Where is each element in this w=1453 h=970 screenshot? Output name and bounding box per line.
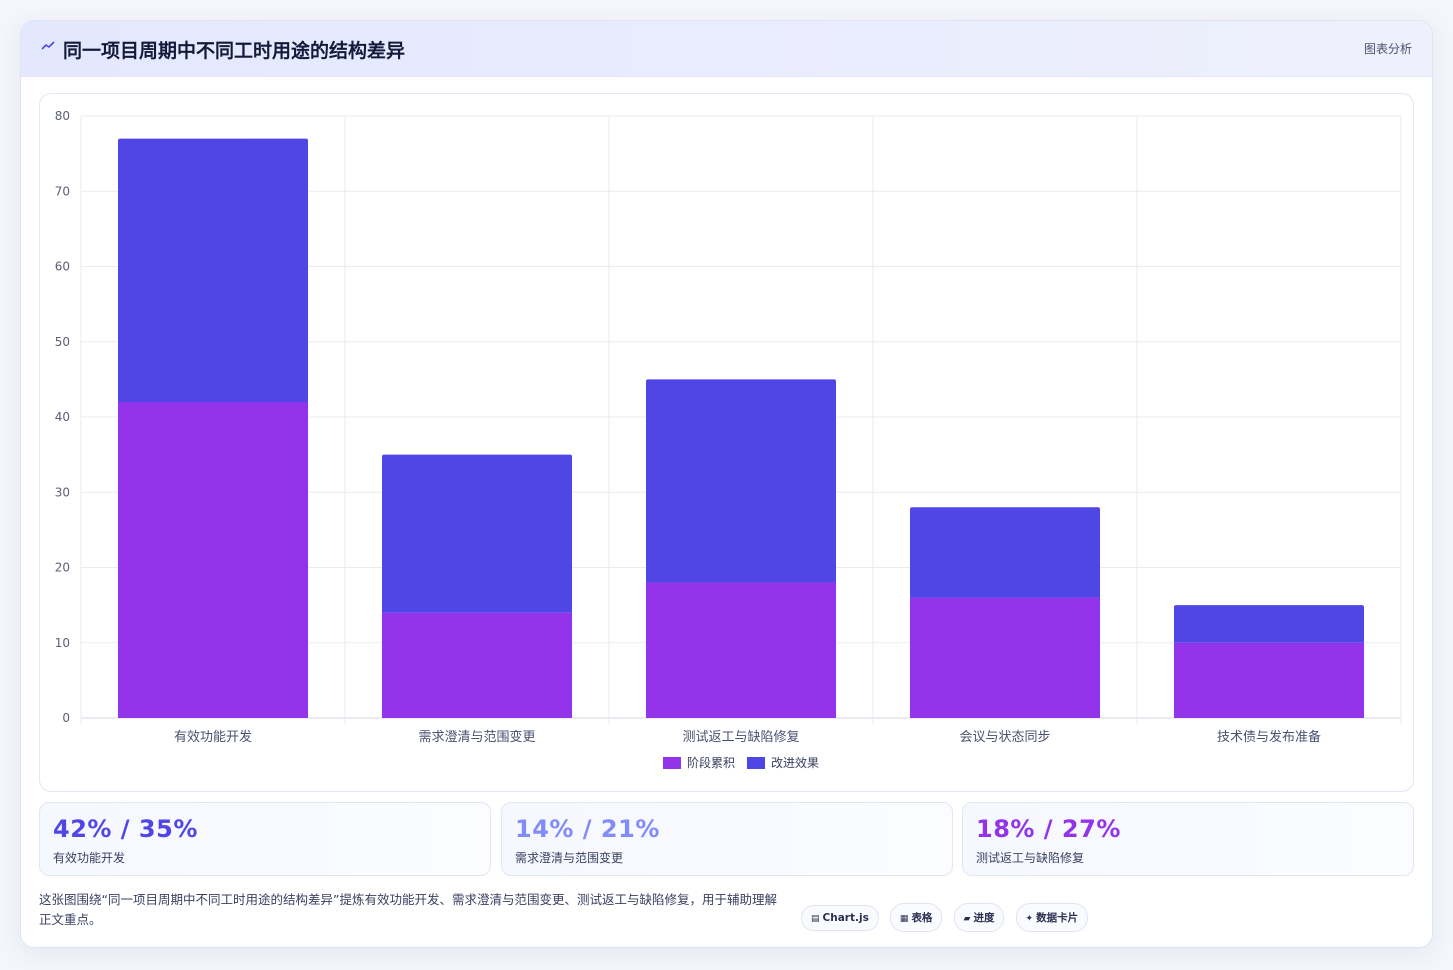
chip-label: 进度 xyxy=(973,912,995,924)
legend-swatch xyxy=(747,757,765,769)
y-tick-label: 60 xyxy=(55,260,70,274)
card-header: 同一项目周期中不同工时用途的结构差异 图表分析 xyxy=(21,21,1432,77)
legend-label: 改进效果 xyxy=(771,755,819,770)
bar-segment xyxy=(118,401,308,718)
y-tick-label: 10 xyxy=(55,636,70,650)
stacked-bar-chart: 0 10 20 30 40 50 60 70 80 有效功能开发 需求澄清与范围变更 测试返工与缺陷修… xyxy=(55,109,1402,770)
chart-description: 这张图围绕“同一项目周期中不同工时用途的结构差异”提炼有效功能开发、需求澄清与范… xyxy=(39,892,777,927)
y-tick-label: 80 xyxy=(55,109,70,123)
chart-analysis-label: 图表分析 xyxy=(1363,42,1412,56)
chip-progress[interactable]: ▰ 进度 xyxy=(953,903,1005,932)
sparkle-icon: ✦ xyxy=(1025,914,1034,924)
x-tick-label: 需求澄清与范围变更 xyxy=(418,729,535,745)
x-tick-label: 技术债与发布准备 xyxy=(1217,729,1321,745)
y-tick-label: 40 xyxy=(55,410,70,424)
table-icon: ▦ xyxy=(899,914,909,924)
stat-card: 18% / 27% 测试返工与缺陷修复 xyxy=(962,802,1414,876)
bar-segment xyxy=(118,138,308,402)
chip-label: 数据卡片 xyxy=(1036,912,1079,924)
stat-card: 42% / 35% 有效功能开发 xyxy=(39,802,491,876)
y-tick-label: 50 xyxy=(55,335,70,349)
x-tick-label: 会议与状态同步 xyxy=(959,730,1050,745)
x-tick-label: 有效功能开发 xyxy=(174,729,252,745)
y-tick-label: 30 xyxy=(55,485,70,499)
stat-value: 42% / 35% xyxy=(53,815,198,843)
stat-card: 14% / 21% 需求澄清与范围变更 xyxy=(501,802,953,876)
page-title: 同一项目周期中不同工时用途的结构差异 xyxy=(63,40,406,62)
chip-label: Chart.js xyxy=(822,912,869,924)
y-tick-label: 0 xyxy=(62,711,70,725)
bar-segment xyxy=(382,454,572,613)
stat-value: 18% / 27% xyxy=(976,815,1121,843)
chip-table[interactable]: ▦ 表格 xyxy=(889,903,943,932)
chip-label: 表格 xyxy=(911,912,933,924)
bar-segment xyxy=(910,507,1100,598)
x-tick-label: 测试返工与缺陷修复 xyxy=(682,730,799,745)
y-tick-label: 20 xyxy=(55,561,70,575)
bar-segment xyxy=(646,379,836,583)
chart-card: 同一项目周期中不同工时用途的结构差异 图表分析 0 10 20 30 40 50 60 70 8… xyxy=(20,20,1433,948)
bar-segment xyxy=(382,612,572,718)
chart-line-icon xyxy=(41,41,55,50)
stat-label: 需求澄清与范围变更 xyxy=(515,851,624,865)
y-tick-label: 70 xyxy=(55,184,70,198)
chart-panel: 0 10 20 30 40 50 60 70 80 有效功能开发 需求澄清与范围变更 测试返工与缺陷修… xyxy=(39,93,1414,792)
tag-chips: ▤ Chart.js ▦ 表格 ▰ 进度 ✦ 数据卡片 xyxy=(801,903,1094,932)
bar-segment xyxy=(646,582,836,718)
bar-segment xyxy=(910,597,1100,718)
chip-chartjs[interactable]: ▤ Chart.js xyxy=(801,905,879,931)
stat-value: 14% / 21% xyxy=(515,815,660,843)
progress-icon: ▰ xyxy=(963,914,971,924)
stat-label: 有效功能开发 xyxy=(53,851,126,865)
stat-label: 测试返工与缺陷修复 xyxy=(976,851,1085,865)
bar-segment xyxy=(1174,642,1364,718)
legend-label: 阶段累积 xyxy=(687,755,735,770)
legend-swatch xyxy=(663,757,681,769)
chip-data-card[interactable]: ✦ 数据卡片 xyxy=(1015,903,1089,932)
chart-icon: ▤ xyxy=(811,914,820,924)
bar-segment xyxy=(1174,605,1364,643)
